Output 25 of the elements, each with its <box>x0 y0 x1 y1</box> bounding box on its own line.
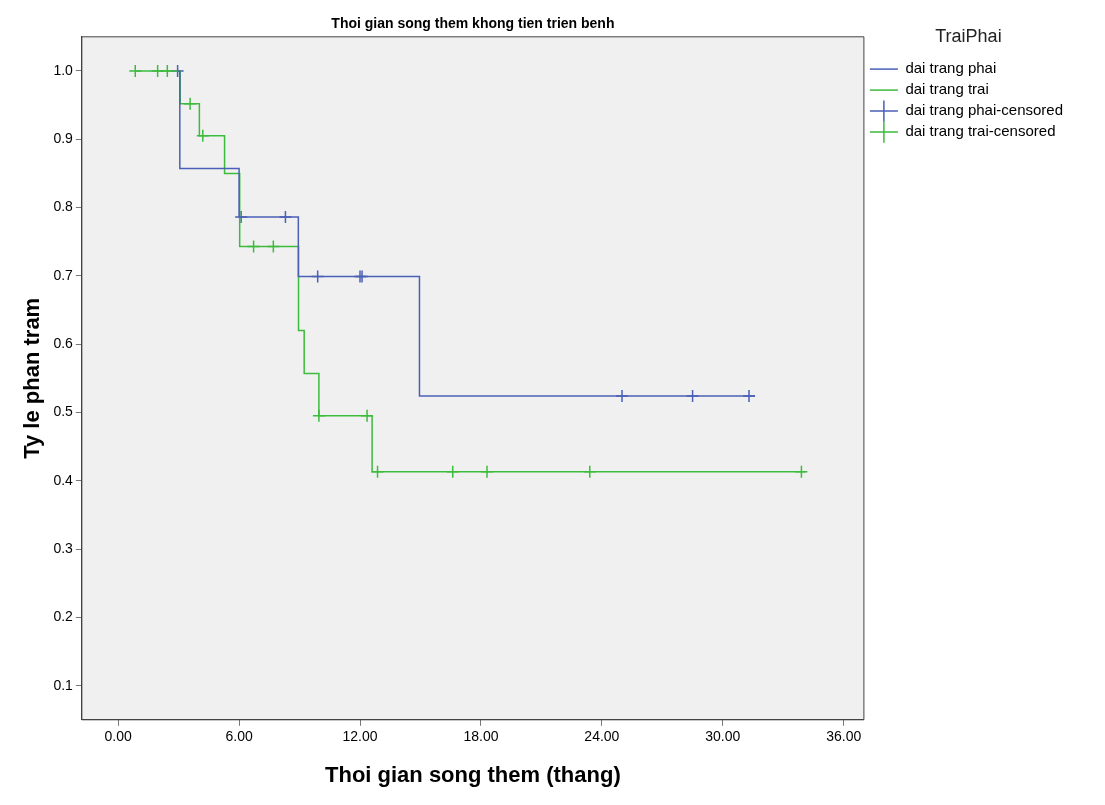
x-tick-label: 12.00 <box>342 728 378 745</box>
x-tick-label: 18.00 <box>463 728 499 745</box>
legend-title: TraiPhai <box>935 25 1002 46</box>
x-tick-label: 30.00 <box>705 728 741 745</box>
chart-title: Thoi gian song them khong tien trien benh <box>331 15 615 32</box>
y-tick-label: 0.9 <box>53 130 74 147</box>
y-tick-label: 0.3 <box>53 539 74 556</box>
legend-label: dai trang trai <box>905 80 989 98</box>
y-tick-label: 1.0 <box>53 61 74 78</box>
y-tick-label: 0.1 <box>53 676 74 693</box>
y-tick-label: 0.6 <box>53 335 74 352</box>
legend-label: dai trang trai-censored <box>905 122 1056 140</box>
y-axis-title: Ty le phan tram <box>19 297 45 459</box>
x-tick-label: 36.00 <box>826 728 862 745</box>
x-tick-label: 6.00 <box>225 728 253 745</box>
x-tick-label: 24.00 <box>584 728 620 745</box>
legend-label: dai trang phai-censored <box>905 101 1064 119</box>
x-tick-label: 0.00 <box>104 728 132 745</box>
y-tick-label: 0.2 <box>53 608 74 625</box>
y-tick-label: 0.7 <box>53 266 74 283</box>
y-tick-label: 0.5 <box>53 403 74 420</box>
y-tick-label: 0.8 <box>53 198 74 215</box>
x-axis-title: Thoi gian song them (thang) <box>325 761 621 787</box>
y-tick-label: 0.4 <box>53 471 74 488</box>
legend-label: dai trang phai <box>905 59 997 77</box>
